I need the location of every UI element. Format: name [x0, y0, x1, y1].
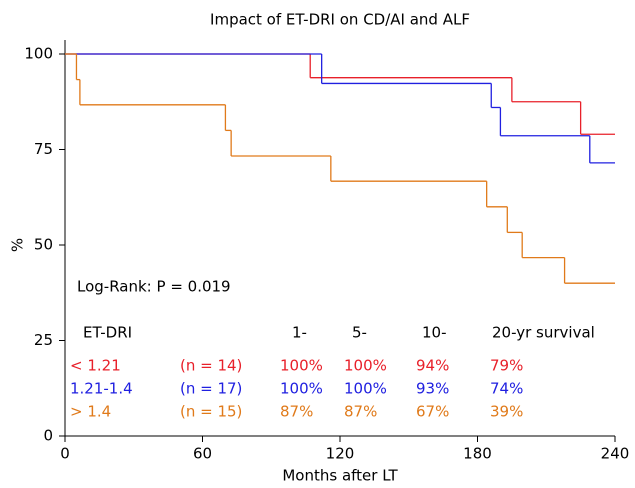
legend-label: > 1.4 [70, 403, 111, 421]
legend-label: < 1.21 [70, 357, 121, 375]
table-header: 1- [292, 324, 307, 342]
table-cell: 74% [490, 380, 523, 398]
y-axis-title: % [9, 238, 27, 252]
table-header: 5- [352, 324, 367, 342]
table-cell: 87% [344, 403, 377, 421]
annotation: Log-Rank: P = 0.019 [77, 278, 231, 296]
table-cell: 87% [280, 403, 313, 421]
x-tick-label: 180 [463, 445, 492, 463]
table-cell: 100% [344, 380, 387, 398]
table-header: 10- [422, 324, 447, 342]
chart-title: Impact of ET-DRI on CD/AI and ALF [210, 11, 470, 29]
table-header: ET-DRI [83, 324, 132, 342]
table-n: (n = 14) [180, 357, 242, 375]
x-tick-label: 0 [60, 445, 70, 463]
table-cell: 100% [280, 357, 323, 375]
x-tick-label: 60 [193, 445, 212, 463]
x-tick-label: 240 [601, 445, 630, 463]
table-cell: 67% [416, 403, 449, 421]
table-cell: 93% [416, 380, 449, 398]
y-tick-label: 25 [34, 331, 53, 349]
x-axis-title: Months after LT [282, 467, 398, 485]
table-n: (n = 17) [180, 380, 242, 398]
table-cell: 100% [280, 380, 323, 398]
y-tick-label: 75 [34, 140, 53, 158]
table-n: (n = 15) [180, 403, 242, 421]
y-tick-label: 50 [34, 236, 53, 254]
y-tick-label: 100 [24, 45, 53, 63]
y-tick-label: 0 [43, 427, 53, 445]
legend-label: 1.21-1.4 [70, 380, 133, 398]
table-header: 20-yr survival [492, 324, 595, 342]
table-cell: 100% [344, 357, 387, 375]
table-cell: 94% [416, 357, 449, 375]
x-tick-label: 120 [326, 445, 355, 463]
table-cell: 39% [490, 403, 523, 421]
table-cell: 79% [490, 357, 523, 375]
